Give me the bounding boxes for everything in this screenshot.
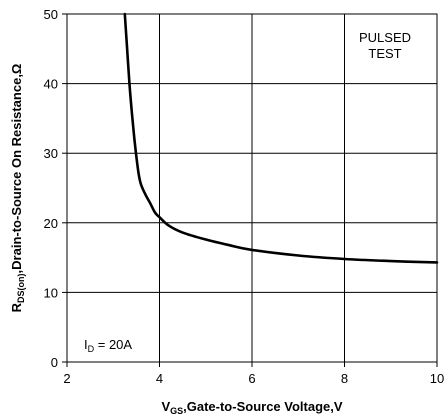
x-tick-label: 2: [63, 371, 70, 386]
x-label-main: V: [161, 399, 170, 414]
y-tick-label: 10: [44, 285, 58, 300]
y-tick-label: 40: [44, 77, 58, 92]
x-tick-label: 6: [248, 371, 255, 386]
id-rest: = 20A: [94, 337, 132, 352]
x-tick-label: 4: [156, 371, 163, 386]
y-label-sub: DS(on): [16, 273, 26, 303]
pulsed-label: PULSED: [359, 30, 411, 45]
y-tick-label: 0: [51, 355, 58, 370]
id-sub: D: [88, 344, 95, 354]
x-label-sub: GS: [170, 406, 183, 416]
id-main: I: [84, 337, 88, 352]
y-label-main: R: [9, 302, 24, 312]
y-tick-label: 50: [44, 7, 58, 22]
x-axis-label: VGS,Gate-to-Source Voltage,V: [161, 399, 342, 416]
x-axis-ticks: 2 4 6 8 10: [63, 362, 444, 386]
x-tick-label: 10: [430, 371, 444, 386]
y-label-rest: ,Drain-to-Source On Resistance,Ω: [9, 64, 24, 274]
x-label-rest: ,Gate-to-Source Voltage,V: [183, 399, 343, 414]
y-axis-label: RDS(on),Drain-to-Source On Resistance,Ω: [9, 64, 26, 313]
test-label: TEST: [368, 46, 401, 61]
y-axis-ticks: 0 10 20 30 40 50: [44, 7, 67, 370]
rds-curve: [123, 12, 439, 264]
y-tick-label: 30: [44, 146, 58, 161]
x-tick-label: 8: [341, 371, 348, 386]
y-tick-label: 20: [44, 216, 58, 231]
id-label: ID = 20A: [84, 337, 132, 354]
